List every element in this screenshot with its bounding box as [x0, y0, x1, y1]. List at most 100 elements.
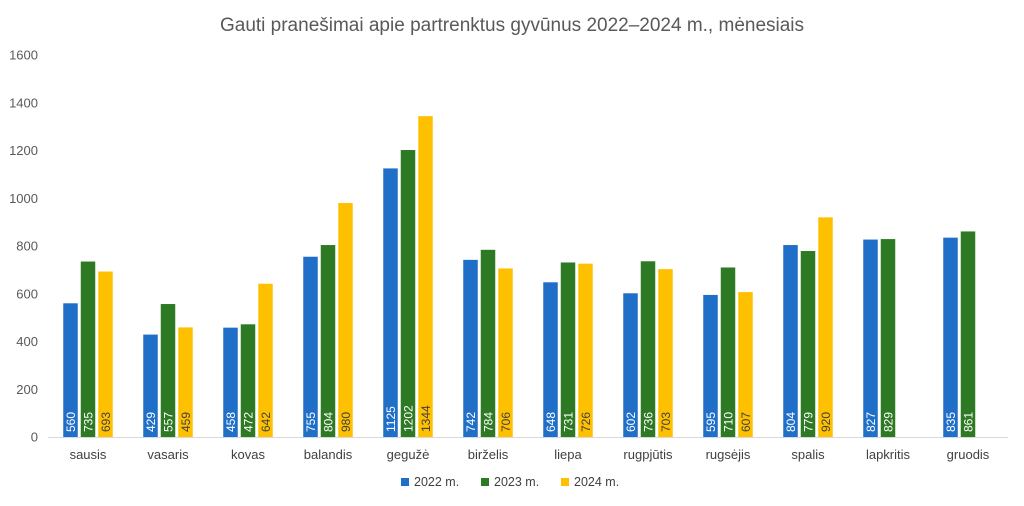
- data-label: 560: [64, 412, 78, 432]
- x-tick-label: spalis: [791, 447, 825, 462]
- x-tick-label: rugpjūtis: [623, 447, 673, 462]
- x-axis: sausis vasaris kovas balandis gegužė birželis…: [70, 447, 990, 462]
- bar: [383, 168, 398, 437]
- y-tick-label: 1400: [9, 95, 38, 110]
- bar: [463, 259, 478, 437]
- bar: [338, 203, 353, 437]
- legend-label: 2023 m.: [494, 475, 539, 489]
- bar: [143, 334, 158, 437]
- y-tick-label: 400: [16, 334, 38, 349]
- bar: [320, 245, 336, 437]
- y-tick-label: 1600: [9, 48, 38, 63]
- x-tick-label: gruodis: [947, 447, 990, 462]
- data-label: 648: [544, 412, 558, 432]
- data-label: 742: [464, 412, 478, 432]
- x-tick-label: lapkritis: [866, 447, 911, 462]
- data-label: 602: [624, 412, 638, 432]
- data-label: 784: [482, 412, 496, 432]
- bar: [623, 293, 638, 437]
- legend: 2022 m. 2023 m. 2024 m.: [401, 475, 619, 489]
- x-tick-label: gegužė: [387, 447, 430, 462]
- data-label: 829: [882, 412, 896, 432]
- data-label: 1202: [402, 405, 416, 432]
- data-label: 607: [739, 412, 753, 432]
- data-label: 827: [864, 412, 878, 432]
- bar: [240, 324, 256, 437]
- y-tick-label: 800: [16, 239, 38, 254]
- legend-label: 2024 m.: [574, 475, 619, 489]
- bars: 560 735 693 429 557 459 458 472 642 755 804 980 1125…: [63, 116, 976, 438]
- bar: [943, 237, 958, 437]
- bar: [658, 269, 673, 437]
- data-label: 736: [642, 412, 656, 432]
- bar: [783, 245, 798, 437]
- y-tick-label: 1000: [9, 191, 38, 206]
- data-label: 861: [962, 412, 976, 432]
- data-label: 458: [224, 412, 238, 432]
- data-label: 557: [162, 412, 176, 432]
- y-tick-label: 0: [31, 430, 38, 445]
- bar: [880, 239, 896, 437]
- data-label: 726: [579, 412, 593, 432]
- bar: [98, 271, 113, 437]
- legend-swatch: [401, 478, 409, 486]
- bar: [303, 256, 318, 437]
- bar: [800, 251, 816, 437]
- bar: [738, 292, 753, 437]
- x-tick-label: balandis: [304, 447, 353, 462]
- bar: [578, 263, 593, 437]
- x-tick-label: liepa: [554, 447, 582, 462]
- data-label: 710: [722, 412, 736, 432]
- data-label: 755: [304, 412, 318, 432]
- bar: [863, 239, 878, 437]
- data-label: 459: [179, 412, 193, 432]
- y-axis: 0 200 400 600 800 1000 1200 1400 1600: [9, 48, 1008, 445]
- bar: [703, 294, 718, 437]
- bar: [720, 267, 736, 437]
- y-tick-label: 1200: [9, 143, 38, 158]
- data-label: 642: [259, 412, 273, 432]
- data-label: 693: [99, 412, 113, 432]
- y-tick-label: 200: [16, 382, 38, 397]
- data-label: 804: [784, 412, 798, 432]
- bar: [223, 327, 238, 437]
- data-label: 1125: [384, 406, 398, 432]
- bar: [80, 261, 96, 437]
- data-label: 1344: [419, 405, 433, 432]
- data-label: 703: [659, 412, 673, 432]
- data-label: 595: [704, 412, 718, 432]
- data-label: 804: [322, 412, 336, 432]
- x-tick-label: kovas: [231, 447, 265, 462]
- x-tick-label: vasaris: [147, 447, 189, 462]
- data-label: 706: [499, 412, 513, 432]
- bar: [258, 283, 273, 437]
- data-label: 835: [944, 412, 958, 432]
- data-label: 920: [819, 412, 833, 432]
- x-tick-label: sausis: [70, 447, 107, 462]
- bar: [960, 231, 976, 437]
- bar: [543, 282, 558, 437]
- chart-title: Gauti pranešimai apie partrenktus gyvūnu…: [220, 15, 804, 36]
- data-label: 429: [144, 412, 158, 432]
- data-label: 472: [242, 412, 256, 432]
- bar: [160, 304, 176, 437]
- data-label: 980: [339, 412, 353, 432]
- bar: [418, 116, 433, 438]
- bar: [178, 327, 193, 437]
- bar: [480, 249, 496, 437]
- bar: [400, 150, 416, 437]
- data-label: 735: [82, 412, 96, 432]
- legend-label: 2022 m.: [414, 475, 459, 489]
- bar: [818, 217, 833, 437]
- y-tick-label: 600: [16, 286, 38, 301]
- legend-swatch: [481, 478, 489, 486]
- bar: [560, 262, 576, 437]
- bar: [63, 303, 78, 437]
- x-tick-label: rugsėjis: [706, 447, 751, 462]
- legend-swatch: [561, 478, 569, 486]
- data-label: 731: [562, 412, 576, 432]
- bar: [640, 261, 656, 437]
- data-label: 779: [802, 412, 816, 432]
- bar: [498, 268, 513, 437]
